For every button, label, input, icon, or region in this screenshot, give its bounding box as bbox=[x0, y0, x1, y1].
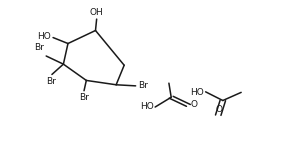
Text: HO: HO bbox=[37, 32, 51, 41]
Text: Br: Br bbox=[34, 43, 44, 52]
Text: O: O bbox=[216, 105, 223, 114]
Text: Br: Br bbox=[46, 77, 56, 86]
Text: Br: Br bbox=[79, 93, 89, 102]
Text: HO: HO bbox=[140, 102, 154, 111]
Text: O: O bbox=[191, 100, 198, 109]
Text: HO: HO bbox=[190, 88, 204, 97]
Text: Br: Br bbox=[138, 81, 148, 90]
Text: OH: OH bbox=[90, 8, 104, 17]
